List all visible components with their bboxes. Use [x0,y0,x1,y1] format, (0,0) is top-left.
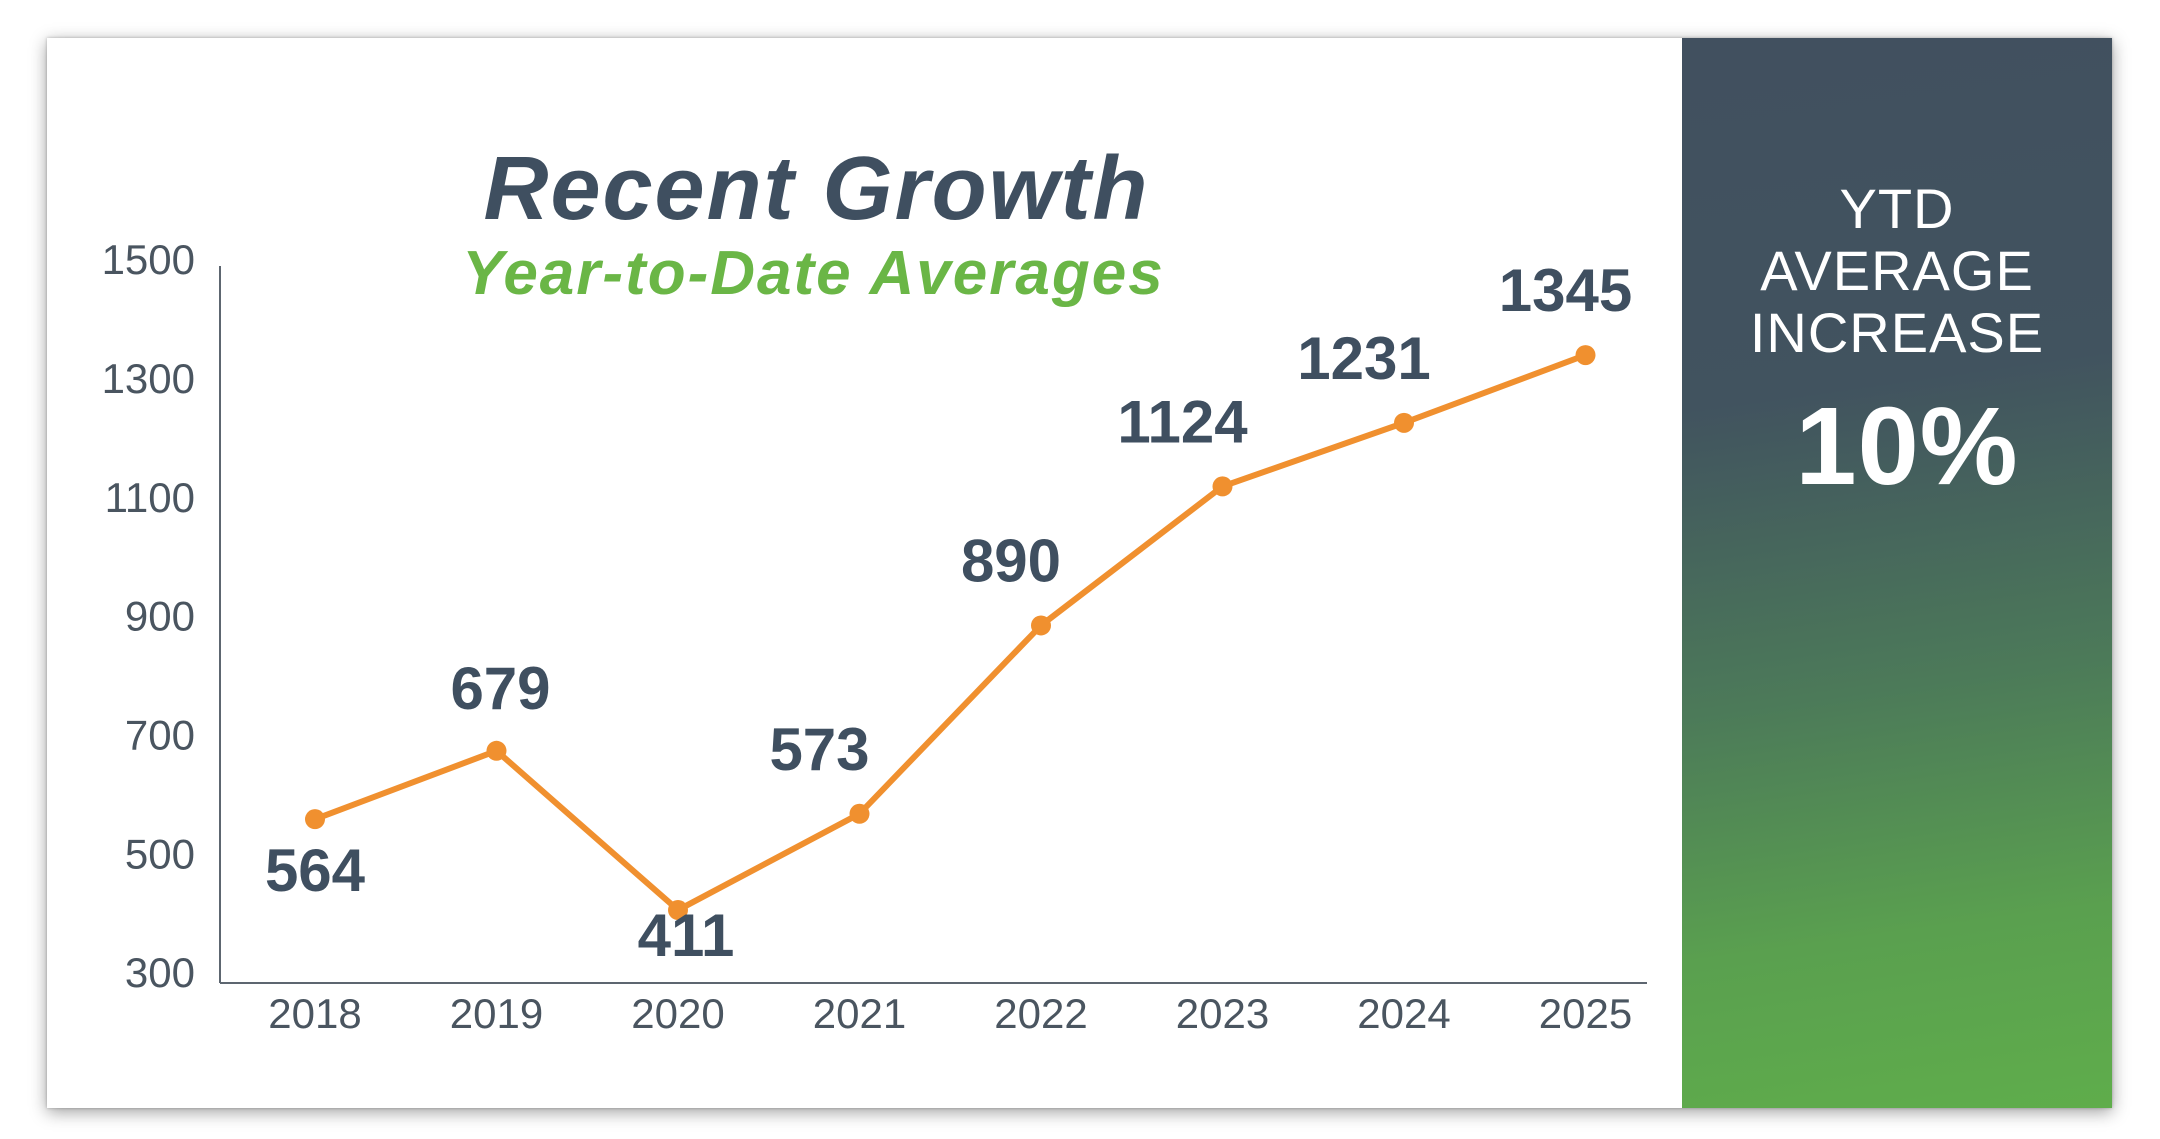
data-point [849,803,870,824]
x-tick-label: 2018 [268,990,361,1037]
line-chart: 1500 1300 1100 900 700 500 300 2018 2019 2020 202… [102,236,1647,1037]
y-tick-label: 500 [125,830,195,877]
ytd-increase-panel: YTD AVERAGE INCREASE 10% [1682,38,2112,1108]
data-labels: 564 679 411 573 890 1124 1231 1345 [265,257,1632,969]
x-tick-label: 2025 [1539,990,1632,1037]
chart-area: Recent Growth Year-to-Date Averages 1500… [47,38,1682,1108]
y-tick-label: 700 [125,711,195,758]
data-points [305,345,1596,921]
y-tick-label: 300 [125,949,195,996]
data-label: 1124 [1117,388,1248,455]
data-label: 1231 [1297,325,1430,392]
chart-title: Recent Growth [483,139,1150,239]
y-tick-label: 1300 [102,355,195,402]
chart-subtitle: Year-to-Date Averages [462,239,1165,308]
x-tick-label: 2020 [631,990,724,1037]
data-point [668,900,688,921]
data-point [486,740,507,761]
data-label: 890 [961,527,1061,594]
data-point [1212,476,1233,497]
panel-label-line: INCREASE [1749,301,2045,364]
x-tick-label: 2022 [994,990,1087,1037]
data-label: 573 [769,716,869,783]
series-line [313,352,1587,914]
infographic-card: Recent Growth Year-to-Date Averages 1500… [47,38,2112,1108]
data-point [305,809,325,830]
data-label: 564 [265,837,366,904]
panel-label-line: YTD [1839,177,1955,240]
x-axis-ticks: 2018 2019 2020 2021 2022 2023 2024 2025 [268,990,1632,1037]
y-tick-label: 1100 [105,474,195,521]
data-point [1394,412,1414,433]
data-point [1031,615,1051,636]
data-label: 679 [450,655,550,722]
data-point [1575,345,1596,366]
y-axis-ticks: 1500 1300 1100 900 700 500 300 [102,236,195,996]
ytd-increase-value: 10% [1795,385,2019,508]
x-tick-label: 2021 [813,990,906,1037]
y-tick-label: 900 [125,593,195,640]
x-tick-label: 2024 [1357,990,1450,1037]
panel-label-line: AVERAGE [1760,239,2034,302]
x-tick-label: 2019 [450,990,543,1037]
y-tick-label: 1500 [102,236,195,283]
data-label: 411 [638,902,735,969]
ytd-increase-label: YTD AVERAGE INCREASE [1682,178,2112,364]
data-label: 1345 [1499,257,1632,324]
x-tick-label: 2023 [1176,990,1269,1037]
